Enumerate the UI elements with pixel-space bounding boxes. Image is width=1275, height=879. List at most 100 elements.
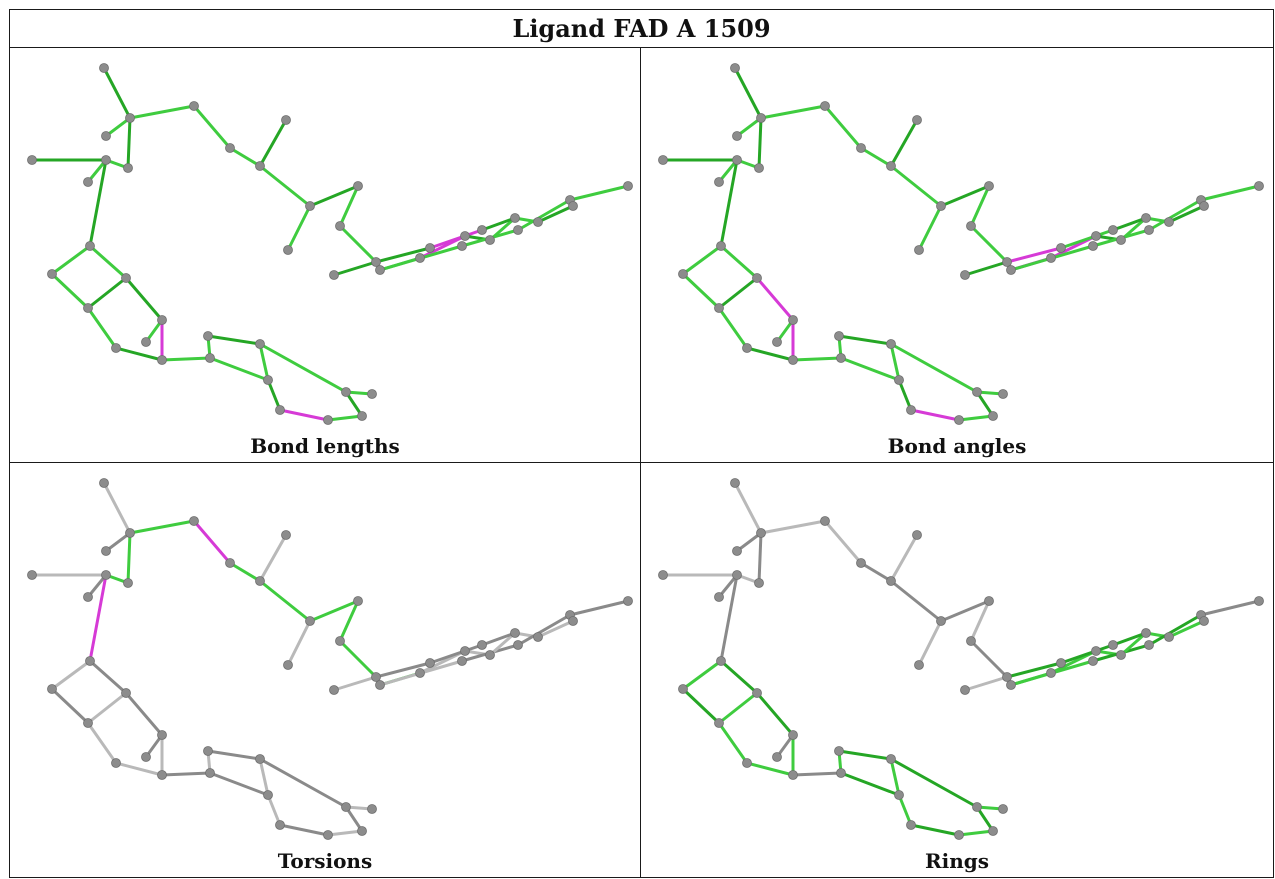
bond-b_link_a (719, 158, 739, 248)
bond-b_ad2 (837, 334, 893, 346)
atom-a31 (275, 820, 285, 830)
atom-a13 (914, 245, 924, 255)
atom-a12 (305, 201, 315, 211)
bond-b_r2 (681, 687, 721, 725)
bond-b_chain_i (338, 599, 360, 643)
atom-a1 (99, 478, 109, 488)
atom-a4 (820, 516, 830, 526)
atom-a18 (1006, 265, 1016, 275)
bond-b_top1 (102, 481, 132, 535)
atom-a16 (1002, 672, 1012, 682)
bond-b_top2 (104, 116, 132, 138)
bond-b_ad3 (889, 342, 901, 382)
bond-b_ring_bottom (278, 823, 330, 837)
bond-b_ad9 (889, 342, 979, 394)
atom-a4 (189, 101, 199, 111)
atom-f1 (1046, 253, 1056, 263)
atom-f1 (415, 668, 425, 678)
atom-f11 (1056, 658, 1066, 668)
atom-a10 (101, 570, 111, 580)
atom-a12 (936, 201, 946, 211)
bond-b_f8 (516, 198, 572, 232)
atom-a1 (730, 478, 740, 488)
atom-f10 (1254, 596, 1264, 606)
bond-b_r1 (50, 659, 92, 691)
atom-f11 (1056, 243, 1066, 253)
bond-b_top1 (733, 481, 763, 535)
panel-caption: Bond angles (887, 434, 1027, 458)
atom-f10 (1254, 181, 1264, 191)
bond-b_chain_f (889, 164, 943, 208)
bond-b_f6 (480, 216, 517, 232)
atom-a31 (906, 820, 916, 830)
bond-b_ring_bottom (909, 408, 961, 422)
bond-b_r3 (717, 276, 759, 310)
atom-a35 (998, 389, 1008, 399)
atom-a7 (912, 115, 922, 125)
panel-caption: Bond lengths (250, 434, 400, 458)
atom-a1 (730, 63, 740, 73)
atom-a27 (205, 353, 215, 363)
bond-b_ad4 (208, 356, 270, 382)
bond-b_r8 (791, 356, 843, 362)
bond-b_r2 (50, 687, 90, 725)
atom-a28 (203, 331, 213, 341)
bond-b_flavin_left_b (374, 661, 432, 679)
bond-b_f9 (1167, 619, 1206, 639)
atom-a29 (886, 339, 896, 349)
bond-b_chain_d (228, 146, 262, 168)
atom-a25 (772, 752, 782, 762)
bond-b_f5 (1119, 631, 1148, 657)
bond-b_f8 (1147, 613, 1203, 647)
bond-b_f5 (488, 631, 517, 657)
molecule-view-torsions (27, 478, 633, 840)
atom-a27 (205, 768, 215, 778)
atom-f5 (510, 628, 520, 638)
bond-b_r7 (745, 346, 795, 362)
bond-b_r7 (114, 761, 164, 777)
panel-torsions: Torsions (10, 463, 641, 877)
atom-a15 (335, 636, 345, 646)
bond-b_chain_i (969, 599, 991, 643)
bond-b_chain_j (338, 224, 378, 264)
bond-b_chain_h (308, 599, 360, 623)
atom-a24 (788, 315, 798, 325)
atom-a18 (375, 265, 385, 275)
bond-b_ad5 (897, 793, 913, 827)
atom-a34 (972, 387, 982, 397)
bond-b_chain_d (859, 146, 893, 168)
bond-b_top1 (733, 66, 763, 120)
atom-a6 (225, 143, 235, 153)
bond-b_f9 (536, 619, 575, 639)
atom-a23 (742, 343, 752, 353)
atom-a25 (141, 337, 151, 347)
atom-a11 (83, 592, 93, 602)
atom-a6 (225, 558, 235, 568)
atom-a27 (836, 353, 846, 363)
atom-a11 (83, 177, 93, 187)
atom-a10 (101, 155, 111, 165)
atom-a21 (752, 273, 762, 283)
atom-f9 (1199, 201, 1209, 211)
bond-b_top2 (104, 531, 132, 553)
atom-a18 (1006, 680, 1016, 690)
atom-f12 (1108, 225, 1118, 235)
bond-b_chain_j (969, 224, 1009, 264)
atom-a7 (281, 115, 291, 125)
bond-b_ring_bottom (278, 408, 330, 422)
atom-a35 (367, 804, 377, 814)
bond-b_f8 (1147, 198, 1203, 232)
atom-a22 (83, 303, 93, 313)
atom-a30 (263, 790, 273, 800)
atom-a33 (988, 411, 998, 421)
atom-a29 (886, 754, 896, 764)
bond-b_top2 (735, 531, 763, 553)
atom-a21 (121, 688, 131, 698)
atom-a6 (856, 143, 866, 153)
atom-a17 (960, 685, 970, 695)
bond-b_ad3 (258, 342, 270, 382)
atom-f3 (457, 241, 467, 251)
bond-b_ad9 (889, 757, 979, 809)
atom-a13 (283, 660, 293, 670)
atom-a7 (281, 530, 291, 540)
